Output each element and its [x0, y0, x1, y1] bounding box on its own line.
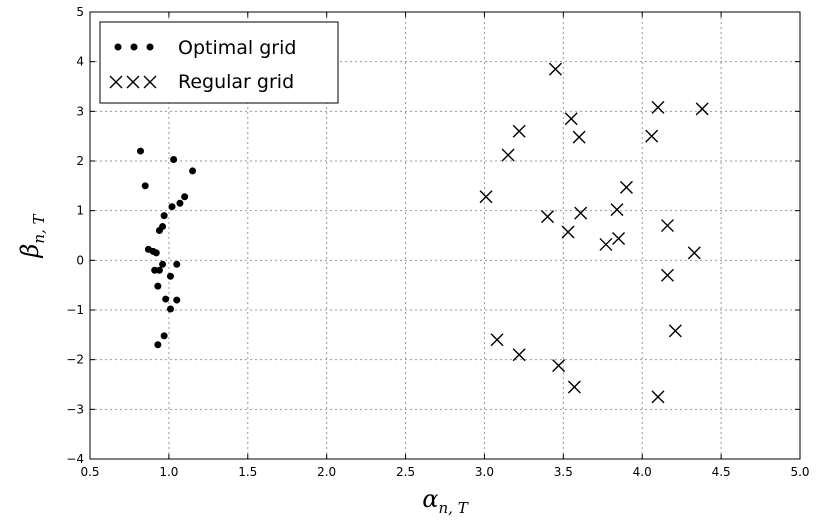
x-axis-label-symbol: α	[422, 485, 438, 513]
x-tick-label: 1.0	[159, 465, 178, 479]
regular-grid-point	[610, 203, 624, 217]
x-tick-label: 2.5	[396, 465, 415, 479]
y-tick-label: −1	[66, 303, 84, 317]
optimal-grid-point	[173, 260, 181, 268]
optimal-grid-point	[181, 193, 189, 201]
regular-grid-point	[564, 112, 578, 126]
regular-grid-point	[687, 246, 701, 260]
optimal-grid-point	[141, 182, 149, 190]
optimal-grid-point	[154, 341, 162, 349]
optimal-grid-point	[154, 282, 162, 290]
regular-grid-point	[645, 129, 659, 143]
y-axis-label-subscript: n, T	[30, 213, 48, 243]
regular-grid-point	[548, 62, 562, 76]
y-tick-label: 5	[76, 5, 84, 19]
legend-marker-regular-grid	[126, 75, 140, 89]
optimal-grid-point	[160, 212, 168, 220]
regular-grid-point	[512, 124, 526, 138]
optimal-grid-point	[166, 305, 174, 313]
optimal-grid-point	[168, 203, 176, 211]
y-tick-label: 1	[76, 204, 84, 218]
legend-label-optimal-grid: Optimal grid	[178, 37, 296, 59]
optimal-grid-point	[155, 266, 163, 274]
optimal-grid-point	[189, 167, 197, 175]
x-tick-label: 0.5	[80, 465, 99, 479]
optimal-grid-point	[155, 227, 163, 235]
y-tick-label: −4	[66, 452, 84, 466]
regular-grid-point	[552, 359, 566, 373]
y-tick-label: 2	[76, 154, 84, 168]
legend-label-regular-grid: Regular grid	[178, 71, 294, 93]
regular-grid-point	[574, 206, 588, 220]
regular-grid-point	[501, 148, 515, 162]
regular-grid-point	[512, 348, 526, 362]
grid	[90, 12, 800, 459]
regular-grid-point	[572, 130, 586, 144]
legend-marker-optimal-grid	[130, 43, 138, 51]
regular-grid-point	[651, 100, 665, 114]
regular-grid-point	[479, 190, 493, 204]
optimal-grid-point	[152, 249, 160, 257]
x-tick-label: 1.5	[238, 465, 257, 479]
regular-grid-point	[612, 231, 626, 245]
legend-marker-regular-grid	[143, 75, 157, 89]
optimal-grid-point	[170, 156, 178, 164]
y-axis-label-symbol: β	[16, 244, 44, 259]
legend-marker-optimal-grid	[114, 43, 122, 51]
optimal-grid-point	[173, 296, 181, 304]
regular-grid-point	[651, 390, 665, 404]
legend-marker-optimal-grid	[146, 43, 154, 51]
x-tick-label: 5.0	[790, 465, 809, 479]
legend-markers	[109, 43, 157, 89]
axis-ticks: 0.5 1.0 1.5 2.0 2.5 3.0 3.5 4.0 4.5 5.0 −4 −3 −2 −1 0 1…	[66, 5, 809, 479]
x-axis-label-subscript: n, T	[439, 499, 469, 517]
x-tick-label: 2.0	[317, 465, 336, 479]
x-axis-label: αn, T	[422, 485, 468, 517]
legend-box	[99, 21, 339, 104]
data-points	[136, 62, 709, 404]
x-tick-label: 4.5	[712, 465, 731, 479]
optimal-grid-point	[162, 295, 170, 303]
regular-grid-point	[619, 180, 633, 194]
legend: Optimal grid Regular grid	[99, 21, 339, 104]
regular-grid-point	[660, 268, 674, 282]
legend-marker-regular-grid	[109, 75, 123, 89]
y-axis-label: βn, T	[16, 213, 48, 258]
y-tick-label: 3	[76, 104, 84, 118]
x-tick-label: 3.0	[475, 465, 494, 479]
regular-grid-point	[668, 324, 682, 338]
y-tick-label: −2	[66, 353, 84, 367]
y-tick-label: 4	[76, 55, 84, 69]
regular-grid-point	[695, 102, 709, 116]
y-tick-label: 0	[76, 253, 84, 267]
optimal-grid-point	[159, 260, 167, 268]
regular-grid-point	[561, 225, 575, 239]
x-tick-label: 4.0	[633, 465, 652, 479]
regular-grid-point	[490, 333, 504, 347]
regular-grid-point	[660, 219, 674, 233]
x-tick-label: 3.5	[554, 465, 573, 479]
optimal-grid-point	[136, 147, 144, 155]
regular-grid-point	[541, 210, 555, 224]
optimal-grid-point	[176, 199, 184, 207]
y-tick-label: −3	[66, 402, 84, 416]
regular-grid-point	[567, 380, 581, 394]
optimal-grid-point	[166, 272, 174, 280]
regular-grid-point	[599, 237, 613, 251]
optimal-grid-point	[160, 332, 168, 340]
plot-area-frame	[89, 11, 801, 460]
